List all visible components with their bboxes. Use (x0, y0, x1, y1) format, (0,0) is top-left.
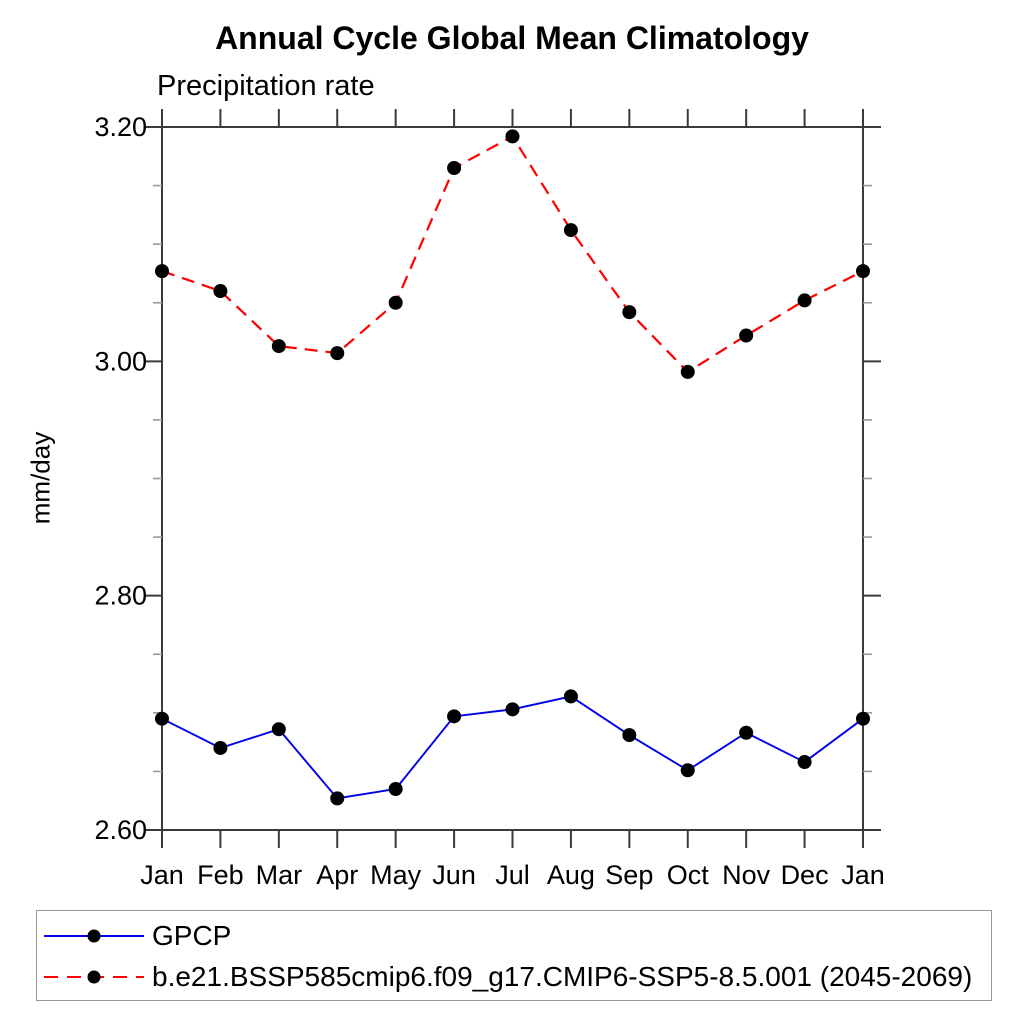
x-tick-label: Mar (256, 860, 303, 890)
legend-entry-gpcp: GPCP (40, 920, 231, 952)
data-point-marker (622, 305, 637, 320)
legend-label-model: b.e21.BSSP585cmip6.f09_g17.CMIP6-SSP5-8.… (152, 961, 973, 992)
data-point-marker (505, 129, 520, 144)
plot-frame (161, 126, 864, 831)
model-legend-line-icon (44, 970, 144, 984)
data-point-marker (447, 161, 462, 176)
data-point-marker (155, 711, 169, 726)
x-tick-label: May (370, 860, 422, 890)
y-tick-label: 2.80 (94, 581, 147, 611)
x-tick-label: Apr (316, 860, 358, 890)
data-point-marker (622, 728, 637, 743)
legend-box: GPCP b.e21.BSSP585cmip6.f09_g17.CMIP6-SS… (36, 910, 992, 1001)
x-tick-label: Jan (140, 860, 184, 890)
x-tick-label: Jun (432, 860, 476, 890)
data-point-marker (388, 781, 403, 796)
x-tick-label: Jan (841, 860, 885, 890)
data-point-marker (388, 295, 403, 310)
data-point-marker (680, 763, 695, 778)
data-point-marker (447, 709, 462, 724)
data-point-marker (680, 364, 695, 379)
data-point-marker (797, 293, 812, 308)
y-tick-label: 3.00 (94, 346, 147, 376)
x-tick-label: Jul (495, 860, 530, 890)
data-point-marker (856, 264, 870, 279)
page-title: Annual Cycle Global Mean Climatology (215, 20, 809, 56)
x-tick-label: Feb (197, 860, 244, 890)
data-point-marker (271, 339, 286, 354)
x-tick-label: Dec (781, 860, 829, 890)
data-point-marker (563, 689, 578, 704)
data-point-marker (505, 702, 520, 717)
y-tick-label: 2.60 (94, 815, 147, 845)
legend-entry-model: b.e21.BSSP585cmip6.f09_g17.CMIP6-SSP5-8.… (40, 961, 972, 993)
legend-label-gpcp: GPCP (152, 920, 232, 951)
data-point-marker (213, 740, 228, 755)
x-tick-label: Sep (605, 860, 653, 890)
series-line-1 (161, 134, 864, 374)
gpcp-legend-line-icon (44, 929, 144, 943)
data-point-marker (797, 755, 812, 770)
x-tick-label: Oct (667, 860, 710, 890)
data-point-marker (271, 722, 286, 737)
chart-subtitle: Precipitation rate (157, 70, 375, 102)
data-point-marker (330, 791, 345, 806)
data-point-marker (330, 346, 345, 361)
data-point-marker (739, 328, 754, 343)
data-point-marker (155, 264, 169, 279)
data-point-marker (213, 284, 228, 299)
x-tick-label: Aug (547, 860, 595, 890)
data-point-marker (739, 725, 754, 740)
y-tick-label: 3.20 (94, 112, 147, 142)
x-tick-label: Nov (722, 860, 771, 890)
data-point-marker (563, 223, 578, 238)
data-point-marker (856, 711, 870, 726)
